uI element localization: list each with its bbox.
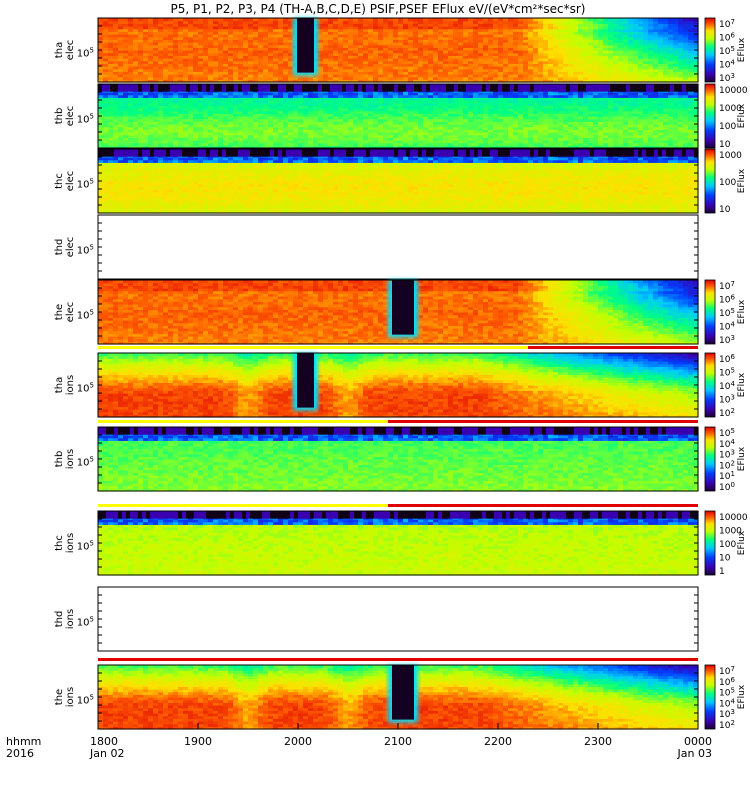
y-tick-base: 10 [77,48,90,59]
colorbar-tick-base: 10 [719,61,731,71]
colorbar-tick-label: 106 [719,32,735,44]
colorbar-tick-exponent: 3 [730,72,734,80]
colorbar-tick-exponent: 6 [730,32,735,40]
colorbar-tick-label: 103 [719,72,735,84]
spectrogram-cells [98,84,699,149]
panel-ylabel: thaelec [54,40,76,61]
colorbar: 107106105104103EFlux [705,18,747,84]
colorbar-tick-base: 10 [719,47,731,57]
y-tick-label: 105 [77,46,94,59]
colorbar-tick-exponent: 7 [730,18,734,26]
colorbar-tick-base: 10 [719,20,731,30]
colorbar-tick-base: 10 [719,34,731,44]
colorbar-title: EFlux [737,37,747,62]
colorbar-tick-label: 105 [719,45,735,57]
colorbar-tick-base: 10 [719,74,731,84]
colorbar-tick-exponent: 5 [730,45,734,53]
colorbar-tick-label: 107 [719,18,735,30]
colorbar-tick-exponent: 4 [730,59,735,67]
spectrogram-cells [98,18,699,83]
y-tick-exponent: 5 [90,46,94,54]
ylabel-line: elec [65,40,76,61]
colorbar-tick-label: 104 [719,59,735,71]
data-gap [297,18,314,73]
panel-thb-elec: thbelec 10510000100010010EFlux [54,84,748,150]
plot-title: P5, P1, P2, P3, P4 (TH-A,B,C,D,E) PSIF,P… [171,2,586,16]
ylabel-line: tha [54,42,65,58]
colorbar-scale [705,18,715,82]
